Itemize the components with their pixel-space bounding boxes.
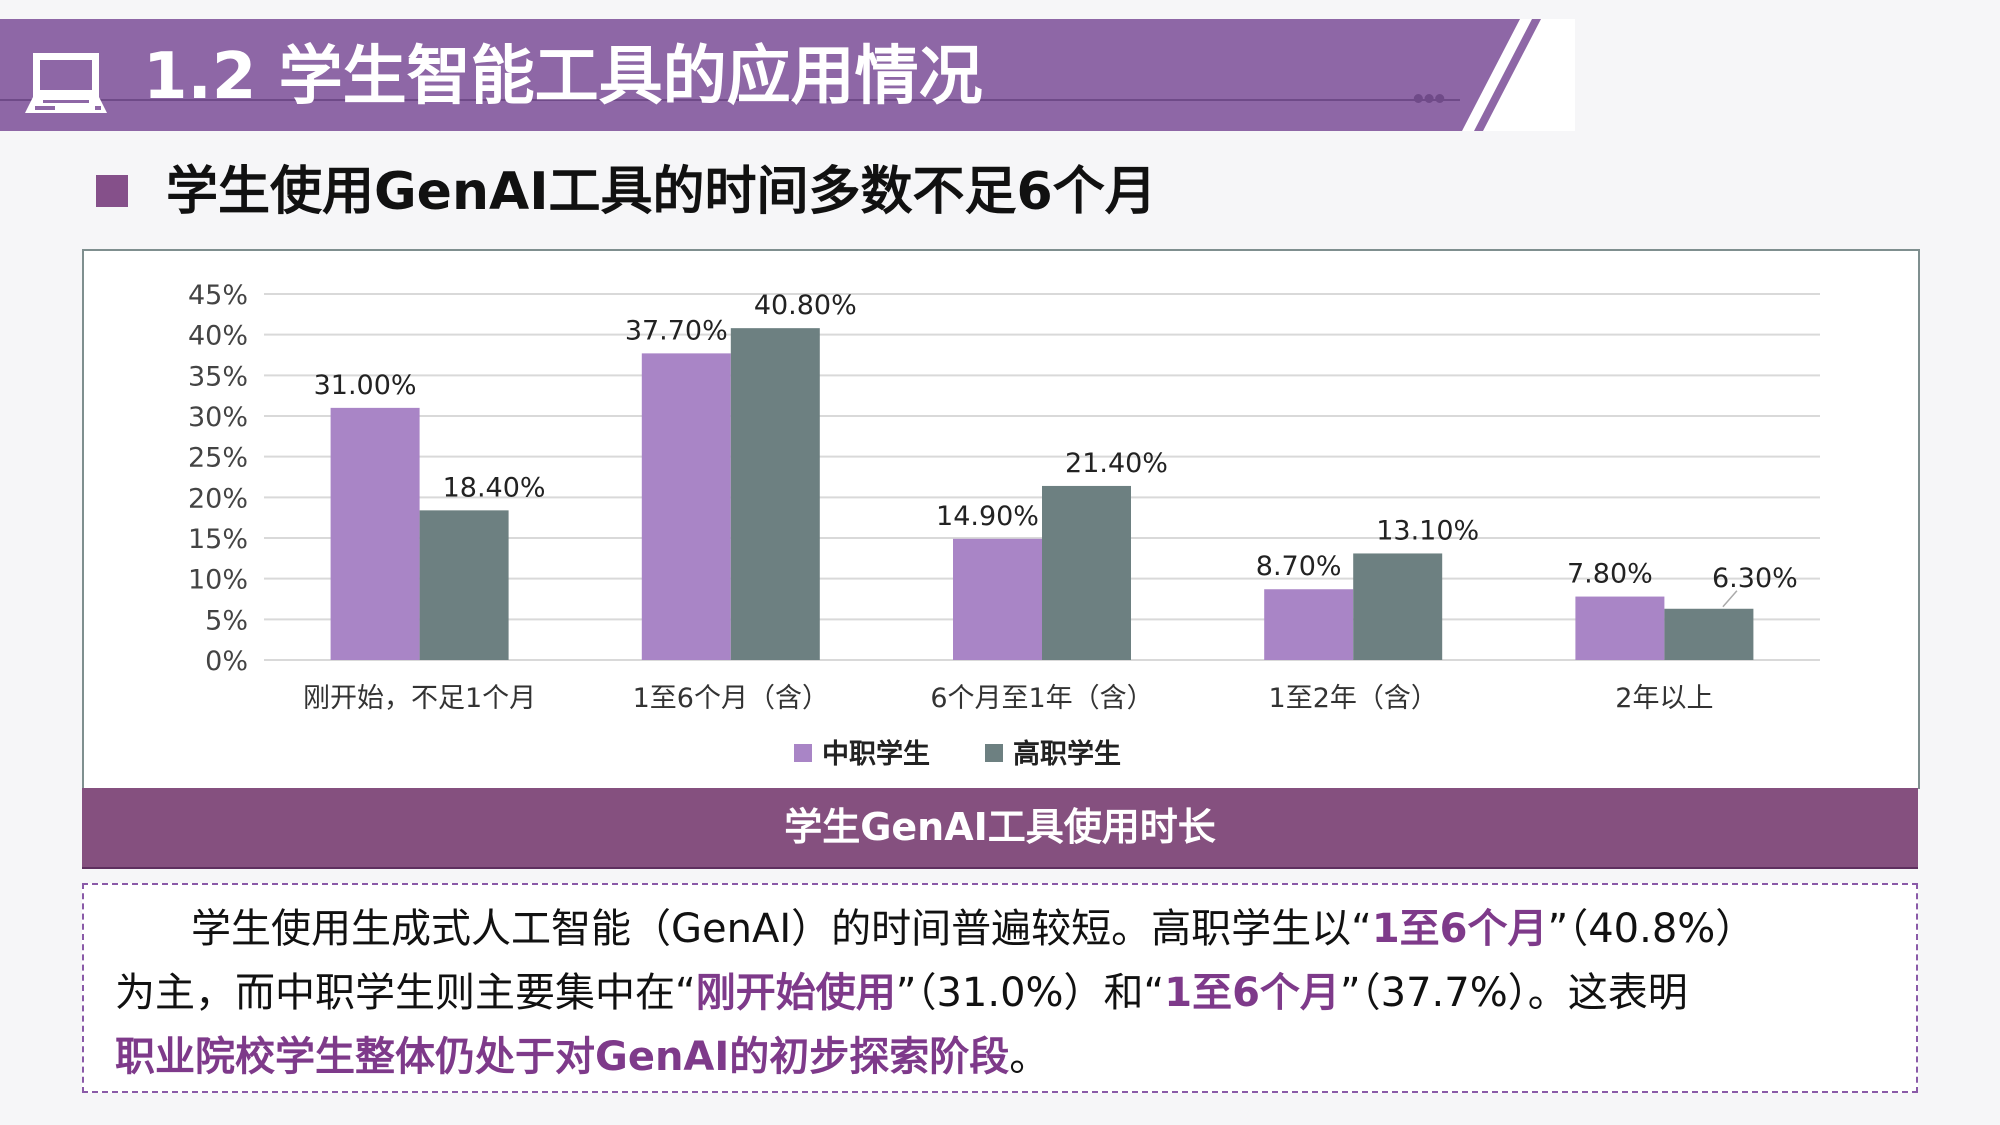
data-label: 21.40% [1065, 448, 1168, 479]
bar [419, 510, 509, 660]
summary-text: ”（37.7%）。这表明 [1339, 970, 1688, 1016]
y-tick-label: 0% [205, 646, 248, 677]
summary-line-1: 学生使用生成式人工智能（GenAI）的时间普遍较短。高职学生以“1至6个月”（4… [191, 904, 1755, 954]
bar [641, 353, 731, 660]
data-label: 14.90% [936, 501, 1039, 532]
bar [1042, 485, 1131, 660]
summary-highlight: 1至6个月 [1164, 970, 1340, 1016]
summary-highlight: 刚开始使用 [695, 970, 896, 1016]
y-tick-label: 45% [188, 280, 248, 311]
header-band-line [0, 99, 1460, 101]
data-label: 40.80% [754, 290, 857, 321]
x-tick-label: 1至6个月（含） [633, 683, 829, 714]
page-title: 1.2 学生智能工具的应用情况 [143, 40, 983, 114]
bar [330, 407, 420, 660]
data-label: 8.70% [1256, 551, 1342, 582]
data-label: 7.80% [1567, 559, 1653, 590]
summary-text: ”（31.0%）和“ [895, 970, 1165, 1016]
data-label: 31.00% [314, 370, 417, 401]
y-tick-label: 10% [188, 565, 248, 596]
summary-text: 为主，而中职学生则主要集中在“ [115, 970, 696, 1016]
y-tick-label: 35% [188, 361, 248, 392]
bar [730, 328, 820, 660]
x-tick-label: 2年以上 [1615, 683, 1713, 714]
summary-text: ”（40.8%） [1547, 906, 1756, 952]
bar [1664, 608, 1754, 660]
data-label: 37.70% [625, 315, 728, 346]
data-label: 6.30% [1712, 563, 1798, 594]
y-tick-label: 20% [188, 483, 248, 514]
y-tick-label: 25% [188, 443, 248, 474]
data-label: 13.10% [1376, 515, 1479, 546]
bar [1575, 596, 1665, 660]
x-tick-label: 6个月至1年（含） [930, 683, 1153, 714]
ornament-icon: ꔷꔷꔷ [1412, 85, 1446, 115]
legend-label: 高职学生 [1013, 738, 1121, 770]
legend-label: 中职学生 [822, 738, 930, 770]
bar-chart: 0% 5% 10% 15% 20% 25% 30% 35% 40% 45% 刚开始，不足1个月 31.… [188, 280, 1820, 770]
laptop-icon [25, 53, 107, 113]
bar [1264, 589, 1354, 660]
section-subtitle: 学生使用GenAI工具的时间多数不足6个月 [166, 162, 1157, 222]
header-band-fill [0, 19, 1520, 131]
chart-container: 0% 5% 10% 15% 20% 25% 30% 35% 40% 45% 刚开始，不足1个月 31.… [82, 249, 1920, 789]
summary-text: 。 [1009, 1034, 1050, 1080]
y-tick-label: 30% [188, 402, 248, 433]
x-tick-label: 刚开始，不足1个月 [303, 683, 536, 714]
summary-box: 学生使用生成式人工智能（GenAI）的时间普遍较短。高职学生以“1至6个月”（4… [82, 883, 1918, 1093]
bar [953, 538, 1042, 660]
summary-line-3: 职业院校学生整体仍处于对GenAI的初步探索阶段。 [115, 1032, 1049, 1082]
summary-text: 学生使用生成式人工智能（GenAI）的时间普遍较短。高职学生以“ [191, 906, 1372, 952]
y-tick-label: 5% [205, 605, 248, 636]
data-label: 18.40% [443, 472, 546, 503]
header-band: 1.2 学生智能工具的应用情况 ꔷꔷꔷ [0, 19, 1575, 131]
legend-swatch [985, 744, 1003, 762]
legend-swatch [794, 744, 812, 762]
leader-line [1722, 590, 1738, 608]
y-tick-label: 15% [188, 524, 248, 555]
chart-caption: 学生GenAI工具使用时长 [82, 788, 1918, 869]
x-tick-label: 1至2年（含） [1269, 683, 1438, 714]
y-tick-label: 40% [188, 321, 248, 352]
summary-conclusion: 职业院校学生整体仍处于对GenAI的初步探索阶段 [115, 1034, 1010, 1080]
summary-highlight: 1至6个月 [1371, 906, 1548, 952]
bar [1353, 553, 1443, 660]
bullet-square-icon [96, 175, 128, 207]
summary-line-2: 为主，而中职学生则主要集中在“刚开始使用”（31.0%）和“1至6个月”（37.… [115, 968, 1688, 1018]
